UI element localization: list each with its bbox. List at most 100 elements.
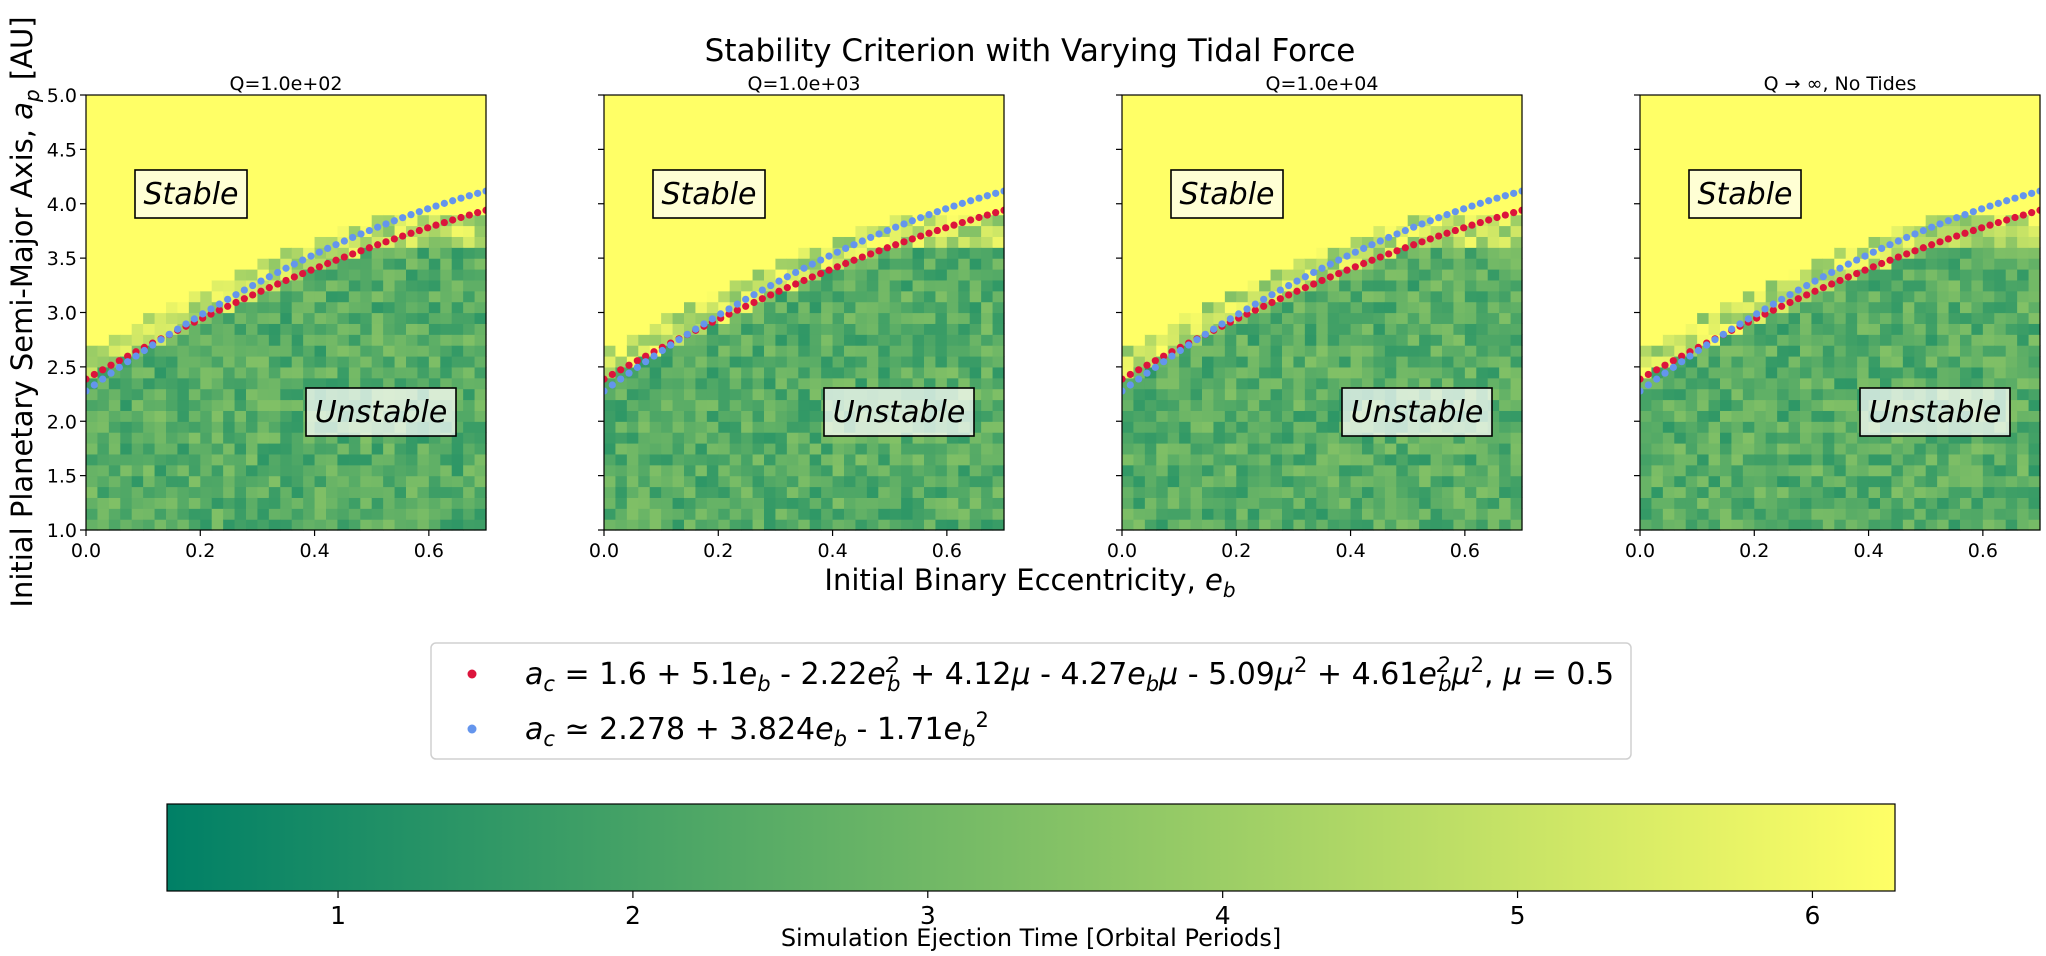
heatmap-cell bbox=[108, 356, 121, 368]
heatmap-cell bbox=[809, 388, 822, 401]
heatmap-cell bbox=[1453, 214, 1466, 227]
heatmap-cell bbox=[337, 160, 350, 172]
heatmap-cell bbox=[615, 312, 628, 324]
heatmap-cell bbox=[832, 149, 845, 161]
red-point bbox=[1293, 287, 1301, 295]
heatmap-cell bbox=[474, 138, 487, 150]
heatmap bbox=[1640, 95, 2041, 531]
stable-label: Stable bbox=[1179, 177, 1274, 212]
heatmap-cell bbox=[981, 443, 994, 455]
heatmap-cell bbox=[718, 453, 731, 466]
heatmap-cell bbox=[177, 399, 190, 411]
heatmap-cell bbox=[798, 290, 811, 303]
heatmap-cell bbox=[1350, 225, 1363, 237]
heatmap-cell bbox=[912, 301, 925, 314]
heatmap-cell bbox=[821, 149, 834, 161]
heatmap-cell bbox=[798, 214, 811, 227]
heatmap-cell bbox=[474, 95, 487, 107]
heatmap-cell bbox=[661, 258, 674, 270]
blue-point bbox=[1176, 346, 1184, 355]
heatmap-cell bbox=[1373, 356, 1386, 368]
heatmap-cell bbox=[257, 279, 270, 292]
heatmap-cell bbox=[1464, 497, 1477, 509]
heatmap-cell bbox=[1487, 443, 1500, 455]
heatmap-cell bbox=[1662, 475, 1675, 488]
heatmap-cell bbox=[1327, 497, 1340, 509]
red-point bbox=[224, 302, 232, 310]
heatmap-cell bbox=[1674, 366, 1687, 379]
heatmap-cell bbox=[752, 410, 765, 422]
red-point bbox=[775, 287, 783, 295]
heatmap-cell bbox=[348, 453, 361, 466]
heatmap-cell bbox=[1373, 334, 1386, 346]
heatmap-cell bbox=[1476, 192, 1489, 205]
heatmap-cell bbox=[855, 312, 868, 324]
heatmap-cell bbox=[775, 497, 788, 509]
heatmap-cell bbox=[131, 421, 144, 433]
heatmap-cell bbox=[200, 95, 213, 107]
heatmap-cell bbox=[1407, 334, 1420, 346]
heatmap-cell bbox=[649, 399, 662, 411]
heatmap-cell bbox=[303, 366, 316, 379]
heatmap-cell bbox=[992, 95, 1005, 107]
heatmap-cell bbox=[474, 475, 487, 488]
heatmap-cell bbox=[234, 377, 247, 390]
heatmap-cell bbox=[992, 432, 1005, 444]
heatmap-cell bbox=[268, 138, 281, 150]
heatmap-cell bbox=[1720, 388, 1733, 401]
heatmap-cell bbox=[809, 345, 822, 357]
heatmap-cell bbox=[615, 225, 628, 237]
red-point bbox=[1518, 206, 1522, 214]
heatmap-cell bbox=[1293, 182, 1306, 194]
heatmap-cell bbox=[798, 279, 811, 292]
heatmap-cell bbox=[946, 345, 959, 357]
heatmap-cell bbox=[1396, 290, 1409, 303]
heatmap-cell bbox=[1236, 345, 1249, 357]
heatmap-cell bbox=[440, 247, 453, 259]
heatmap-cell bbox=[1167, 149, 1180, 161]
heatmap-cell bbox=[752, 258, 765, 270]
heatmap-cell bbox=[1339, 192, 1352, 205]
heatmap-cell bbox=[741, 236, 754, 248]
heatmap-cell bbox=[257, 421, 270, 433]
heatmap-cell bbox=[211, 410, 224, 422]
heatmap-cell bbox=[1407, 323, 1420, 335]
heatmap-cell bbox=[1487, 497, 1500, 509]
heatmap-cell bbox=[166, 356, 179, 368]
heatmap-cell bbox=[924, 105, 937, 118]
heatmap-cell bbox=[958, 247, 971, 259]
heatmap-cell bbox=[604, 432, 617, 444]
heatmap-cell bbox=[1213, 258, 1226, 270]
heatmap-cell bbox=[935, 138, 948, 150]
heatmap-cell bbox=[1339, 127, 1352, 140]
heatmap-cell bbox=[1362, 225, 1375, 237]
heatmap-cell bbox=[866, 301, 879, 314]
heatmap-cell bbox=[615, 149, 628, 161]
heatmap-cell bbox=[1697, 323, 1710, 335]
blue-point bbox=[1226, 315, 1234, 323]
heatmap-cell bbox=[1685, 247, 1698, 259]
heatmap-cell bbox=[935, 432, 948, 444]
heatmap-cell bbox=[1487, 312, 1500, 324]
heatmap-cell bbox=[1407, 290, 1420, 303]
heatmap-cell bbox=[1213, 323, 1226, 335]
heatmap-cell bbox=[108, 475, 121, 488]
heatmap-cell bbox=[1350, 214, 1363, 227]
heatmap-cell bbox=[1430, 475, 1443, 488]
heatmap-cell bbox=[1464, 225, 1477, 237]
heatmap-cell bbox=[1224, 432, 1237, 444]
heatmap-cell bbox=[1499, 225, 1512, 237]
heatmap-cell bbox=[1487, 290, 1500, 303]
heatmap-cell bbox=[855, 301, 868, 314]
heatmap-cell bbox=[1708, 258, 1721, 270]
heatmap-cell bbox=[1350, 290, 1363, 303]
heatmap-cell bbox=[417, 258, 430, 270]
heatmap-cell bbox=[360, 443, 373, 455]
heatmap-cell bbox=[1270, 345, 1283, 357]
heatmap-cell bbox=[280, 399, 293, 411]
heatmap-cell bbox=[428, 214, 441, 227]
heatmap-cell bbox=[764, 236, 777, 248]
heatmap-cell bbox=[1282, 95, 1295, 107]
heatmap-cell bbox=[924, 377, 937, 390]
heatmap-cell bbox=[1731, 116, 1744, 129]
